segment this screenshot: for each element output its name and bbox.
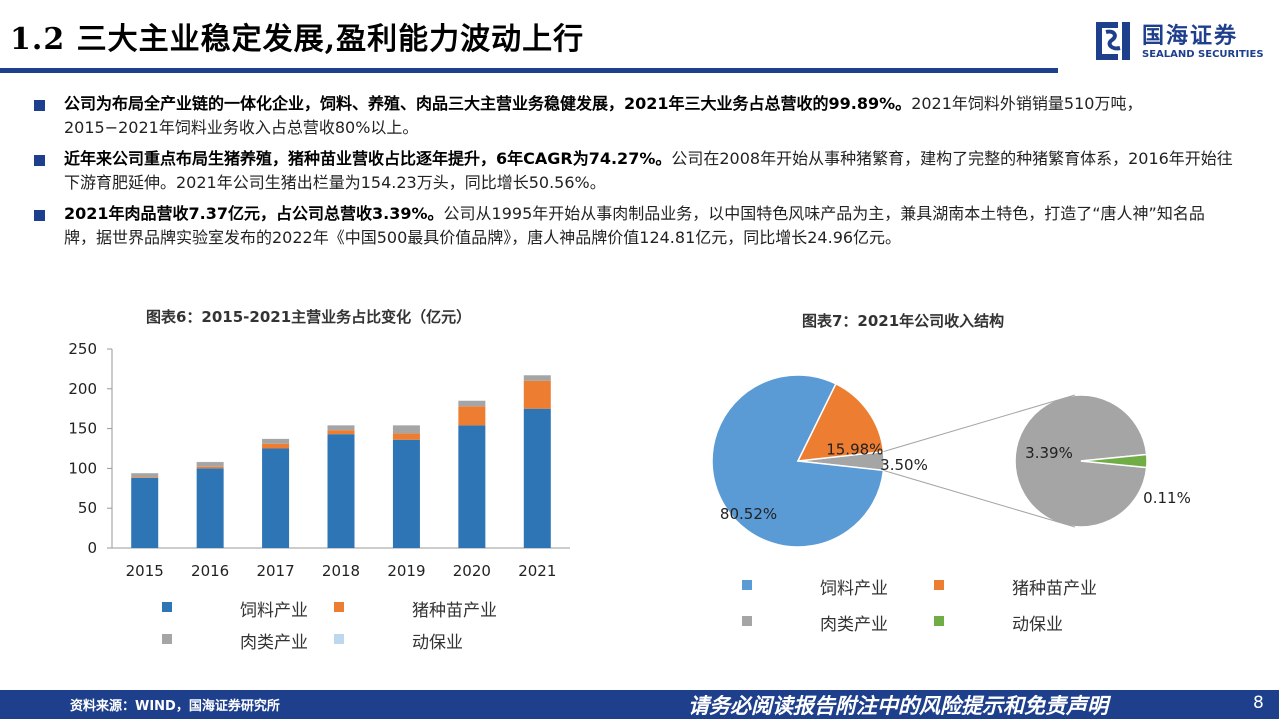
legend-label: 饲料产业 [240,601,308,621]
bar-y-tick-label: 50 [78,499,97,517]
bar-legend-item: 饲料产业 [240,596,308,621]
bar-segment [328,430,355,434]
pie-legend-item: 肉类产业 [820,610,888,635]
bar-segment [262,439,289,444]
bar-segment [197,467,224,469]
bar-y-tick-label: 0 [87,539,97,557]
legend-swatch [334,634,344,644]
bar-segment [524,375,551,381]
bar-x-tick-label: 2017 [256,562,294,580]
legend-label: 肉类产业 [820,615,888,635]
legend-swatch [934,616,944,626]
legend-swatch [742,616,752,626]
legend-swatch [934,580,944,590]
source-note: 资料来源：WIND，国海证券研究所 [70,695,280,714]
bar-segment [131,478,158,548]
legend-swatch [162,602,172,612]
bar-x-tick-label: 2018 [322,562,360,580]
legend-label: 肉类产业 [240,633,308,653]
bar-y-tick-label: 100 [68,459,97,477]
pie-legend-item: 猪种苗产业 [1012,574,1097,599]
legend-swatch [162,634,172,644]
bar-y-tick-label: 200 [68,380,97,398]
pie-data-label: 15.98% [826,440,883,458]
bar-segment [458,401,485,407]
bar-segment [197,468,224,548]
legend-label: 饲料产业 [820,579,888,599]
bar-x-tick-label: 2020 [453,562,491,580]
bar-segment [393,440,420,548]
bar-segment [524,381,551,409]
bar-segment [393,425,420,433]
bar-segment [458,425,485,548]
bar-segment [328,425,355,430]
bar-segment [131,473,158,477]
bar-legend-item: 猪种苗产业 [412,596,497,621]
breakout-data-label: 3.39% [1025,444,1073,462]
legend-label: 猪种苗产业 [1012,579,1097,599]
legend-label: 动保业 [1012,615,1063,635]
breakout-data-label: 0.11% [1143,489,1191,507]
legend-swatch [334,602,344,612]
bar-x-tick-label: 2019 [387,562,425,580]
bar-y-tick-label: 250 [68,340,97,358]
bar-segment [197,462,224,467]
bar-segment [393,433,420,439]
pie-legend-item: 动保业 [1012,610,1063,635]
disclaimer: 请务必阅读报告附注中的风险提示和免责声明 [688,690,1108,720]
pie-data-label: 80.52% [720,505,777,523]
pie-legend-item: 饲料产业 [820,574,888,599]
bar-segment [262,444,289,449]
bar-legend-item: 肉类产业 [240,628,308,653]
bar-x-tick-label: 2015 [126,562,164,580]
bar-legend-item: 动保业 [412,628,463,653]
bar-segment [524,409,551,548]
bar-segment [131,477,158,478]
page-number: 8 [1253,693,1264,713]
legend-label: 动保业 [412,633,463,653]
bar-segment [262,449,289,549]
bar-y-tick-label: 150 [68,420,97,438]
legend-label: 猪种苗产业 [412,601,497,621]
bar-segment [458,406,485,425]
bar-segment [328,434,355,548]
legend-swatch [742,580,752,590]
bar-x-tick-label: 2021 [518,562,556,580]
bar-x-tick-label: 2016 [191,562,229,580]
